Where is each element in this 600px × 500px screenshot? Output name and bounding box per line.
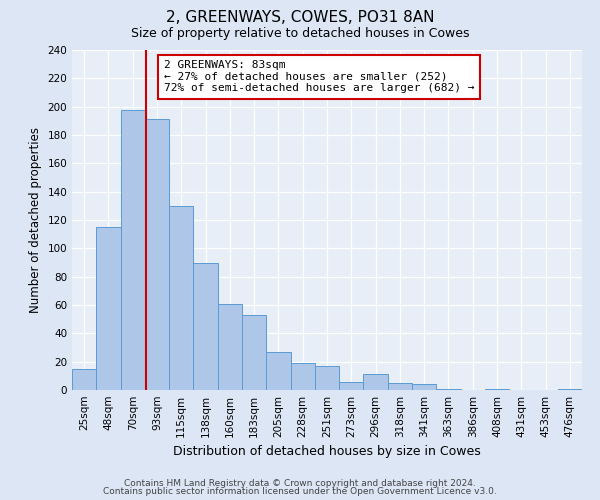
Bar xyxy=(436,388,461,390)
Bar xyxy=(72,369,96,390)
Y-axis label: Number of detached properties: Number of detached properties xyxy=(29,127,42,313)
Bar xyxy=(218,304,242,390)
Bar xyxy=(290,363,315,390)
Text: Contains HM Land Registry data © Crown copyright and database right 2024.: Contains HM Land Registry data © Crown c… xyxy=(124,478,476,488)
Text: 2, GREENWAYS, COWES, PO31 8AN: 2, GREENWAYS, COWES, PO31 8AN xyxy=(166,10,434,25)
Bar xyxy=(558,388,582,390)
Bar xyxy=(121,110,145,390)
Text: Contains public sector information licensed under the Open Government Licence v3: Contains public sector information licen… xyxy=(103,487,497,496)
Bar xyxy=(96,227,121,390)
Bar xyxy=(242,315,266,390)
Bar xyxy=(485,388,509,390)
Bar xyxy=(412,384,436,390)
Text: 2 GREENWAYS: 83sqm
← 27% of detached houses are smaller (252)
72% of semi-detach: 2 GREENWAYS: 83sqm ← 27% of detached hou… xyxy=(164,60,475,94)
Bar xyxy=(315,366,339,390)
Bar xyxy=(169,206,193,390)
Bar xyxy=(388,383,412,390)
Bar xyxy=(145,120,169,390)
X-axis label: Distribution of detached houses by size in Cowes: Distribution of detached houses by size … xyxy=(173,446,481,458)
Bar xyxy=(193,262,218,390)
Text: Size of property relative to detached houses in Cowes: Size of property relative to detached ho… xyxy=(131,28,469,40)
Bar xyxy=(339,382,364,390)
Bar xyxy=(266,352,290,390)
Bar xyxy=(364,374,388,390)
